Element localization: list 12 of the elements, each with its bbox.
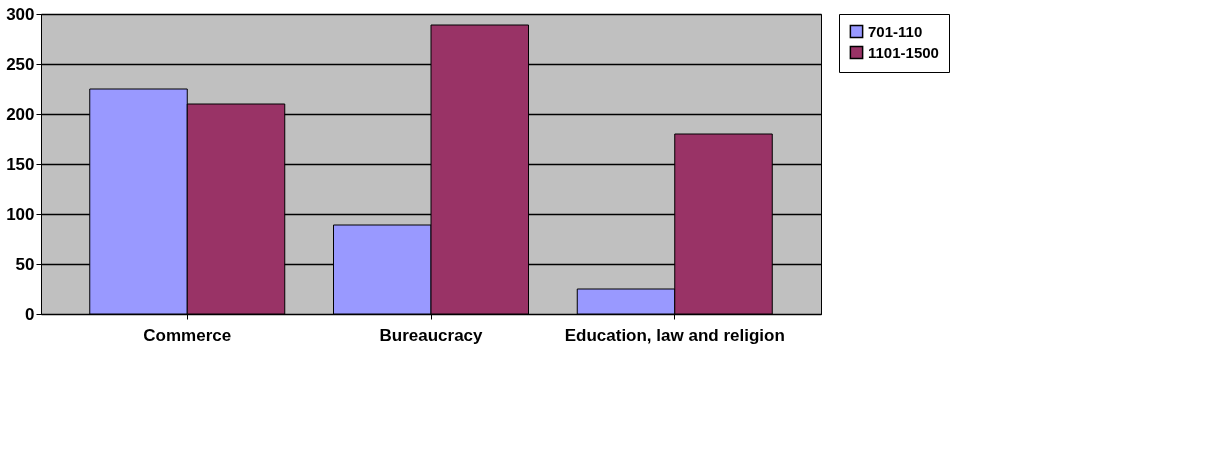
x-tick-label: Commerce — [143, 325, 232, 345]
y-tick-label: 250 — [6, 54, 35, 74]
x-tick-label: Education, law and religion — [564, 325, 785, 345]
y-tick-label: 0 — [25, 304, 35, 324]
y-tick-label: 150 — [6, 154, 35, 174]
x-tick-label: Bureaucracy — [379, 325, 484, 345]
y-tick-label: 200 — [6, 104, 35, 124]
y-tick-label: 300 — [6, 4, 35, 24]
legend-label: 1101-1500 — [868, 43, 939, 61]
legend-label: 701-110 — [868, 22, 923, 40]
y-tick-label: 100 — [6, 204, 35, 224]
y-tick-label: 50 — [15, 254, 35, 274]
